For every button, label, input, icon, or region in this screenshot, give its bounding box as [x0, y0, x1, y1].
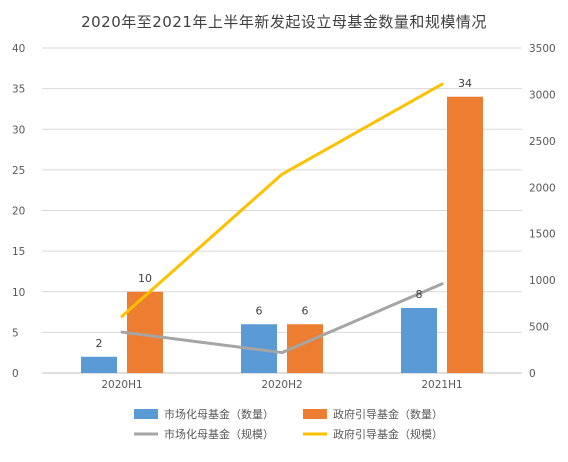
bar-data-label: 2: [96, 337, 103, 350]
y-left-tick-label: 40: [12, 43, 25, 55]
legend-label: 政府引导基金（规模）: [333, 427, 443, 441]
tick-layer: 0 5 10 15 20 25 30 35 40 0 500 1000 1500 2000 2500 3000…: [12, 43, 556, 391]
bar-data-label: 6: [302, 304, 309, 317]
bar-layer: [81, 96, 483, 373]
y-left-tick-label: 35: [12, 84, 25, 96]
y-right-tick-label: 500: [529, 322, 549, 334]
legend-label: 市场化母基金（数量）: [164, 407, 274, 421]
y-right-tick-label: 3500: [529, 43, 556, 55]
bar-data-label: 34: [458, 77, 472, 90]
legend: 市场化母基金（数量） 政府引导基金（数量） 市场化母基金（规模） 政府引导基金（规模）: [134, 407, 443, 441]
series-line: [120, 82, 444, 318]
y-left-tick-label: 20: [12, 206, 25, 218]
y-right-tick-label: 3000: [529, 89, 556, 101]
y-left-tick-label: 5: [12, 327, 19, 339]
x-tick-label: 2021H1: [421, 379, 462, 391]
y-left-tick-label: 0: [12, 368, 19, 380]
y-right-tick-label: 1000: [529, 275, 556, 287]
y-right-tick-label: 2500: [529, 136, 556, 148]
series-line: [120, 282, 444, 355]
line-layer: [120, 82, 444, 355]
x-tick-label: 2020H2: [261, 379, 302, 391]
label-layer: 2 6 8 10 6 34: [96, 77, 473, 350]
legend-swatch: [134, 409, 158, 419]
bar: [401, 308, 437, 373]
x-tick-label: 2020H1: [101, 379, 142, 391]
y-right-tick-label: 2000: [529, 182, 556, 194]
y-left-tick-label: 10: [12, 287, 25, 299]
bar: [447, 96, 483, 373]
bar: [81, 356, 117, 373]
legend-label: 市场化母基金（规模）: [164, 427, 274, 441]
y-left-tick-label: 15: [12, 246, 25, 258]
y-left-tick-label: 30: [12, 124, 25, 136]
bar-data-label: 8: [416, 288, 423, 301]
y-right-tick-label: 1500: [529, 229, 556, 241]
y-left-tick-label: 25: [12, 165, 25, 177]
legend-swatch: [303, 409, 327, 419]
y-right-tick-label: 0: [529, 368, 536, 380]
bar-data-label: 6: [256, 304, 263, 317]
bar-data-label: 10: [138, 272, 152, 285]
legend-label: 政府引导基金（数量）: [333, 407, 443, 421]
chart-title: 2020年至2021年上半年新发起设立母基金数量和规模情况: [81, 13, 487, 31]
